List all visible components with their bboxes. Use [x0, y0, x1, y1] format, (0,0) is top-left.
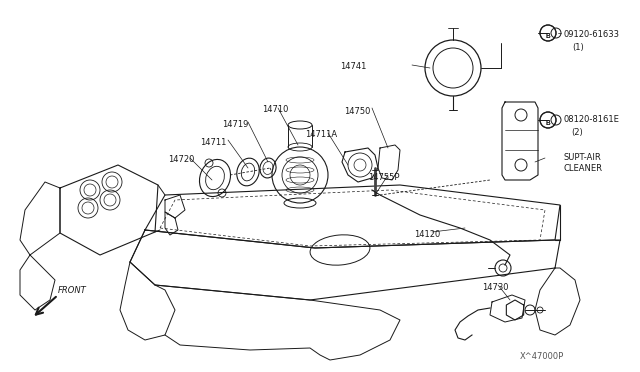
Text: 14711: 14711 [200, 138, 227, 147]
Text: 14719: 14719 [222, 120, 248, 129]
Text: X^47000P: X^47000P [520, 352, 564, 361]
Text: B: B [546, 120, 550, 126]
Text: 14720: 14720 [168, 155, 195, 164]
Text: 14730: 14730 [482, 283, 509, 292]
Text: B: B [546, 120, 550, 126]
Text: 14710: 14710 [262, 105, 289, 114]
Text: B: B [546, 33, 550, 39]
Text: CLEANER: CLEANER [563, 164, 602, 173]
Text: FRONT: FRONT [58, 286, 87, 295]
Text: 14711A: 14711A [305, 130, 337, 139]
Text: (2): (2) [571, 128, 583, 137]
Text: B: B [546, 33, 550, 39]
Text: 09120-61633: 09120-61633 [563, 30, 619, 39]
Text: 14750: 14750 [344, 107, 371, 116]
Text: 08120-8161E: 08120-8161E [563, 115, 619, 124]
Text: 14120: 14120 [414, 230, 440, 239]
Text: 14741: 14741 [340, 62, 366, 71]
Text: (1): (1) [572, 43, 584, 52]
Text: 14755P: 14755P [368, 173, 399, 182]
Text: SUPT-AIR: SUPT-AIR [563, 153, 601, 162]
